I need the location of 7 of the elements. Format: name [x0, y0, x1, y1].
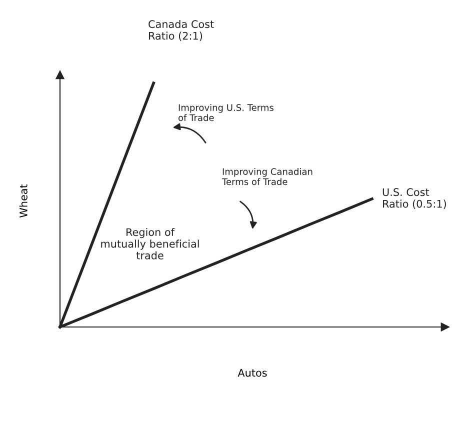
x-axis-title: Autos: [238, 368, 267, 377]
annotation: Region of mutually beneficial trade: [101, 228, 199, 260]
y-axis-title: Wheat: [19, 184, 28, 218]
text: Canada Cost Ratio (2:1): [148, 20, 214, 41]
annotation: Improving U.S. Terms of Trade: [178, 104, 274, 122]
series-label: U.S. Cost Ratio (0.5:1): [382, 188, 446, 209]
annotation: Improving Canadian Terms of Trade: [222, 168, 312, 186]
